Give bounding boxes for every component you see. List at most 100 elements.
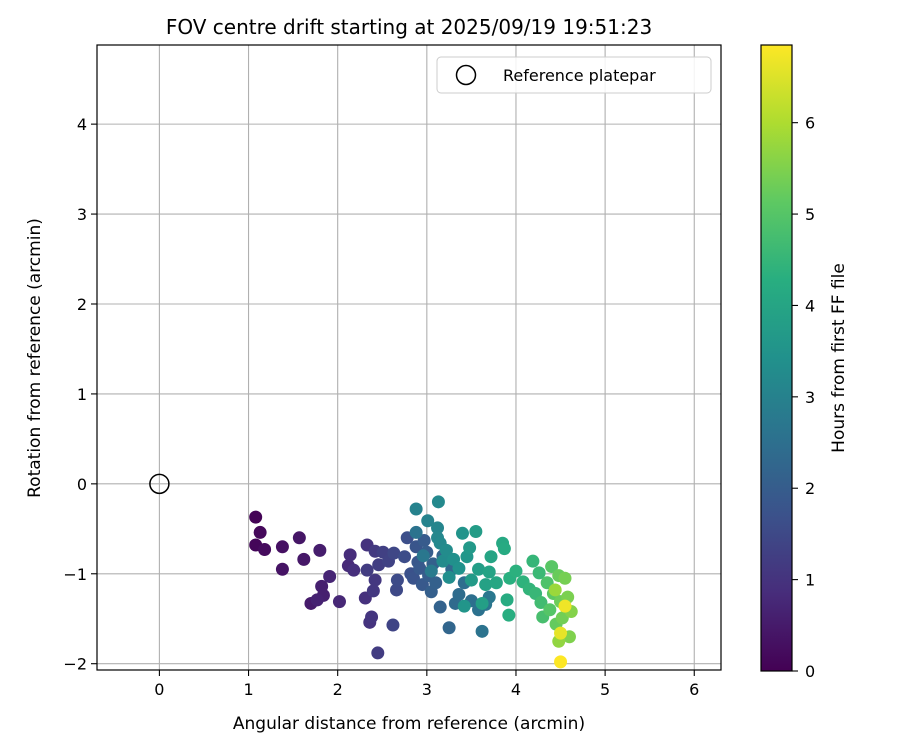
legend-box — [436, 56, 712, 94]
data-point — [421, 514, 435, 528]
data-point — [332, 595, 346, 609]
data-point — [489, 576, 503, 590]
data-point — [365, 610, 379, 624]
data-point — [463, 541, 477, 555]
data-point — [484, 550, 498, 564]
data-point — [545, 560, 559, 574]
data-point — [442, 621, 456, 635]
colorbar-ticks: 0 1 2 3 4 5 6 — [792, 114, 815, 681]
y-axis-ticks: −2 −1 0 1 2 3 4 — [63, 115, 97, 674]
data-point — [436, 554, 450, 568]
data-point — [497, 542, 511, 556]
y-tick-label: 1 — [77, 385, 87, 404]
data-point — [366, 584, 380, 598]
x-tick-label: 2 — [333, 680, 343, 699]
data-point — [464, 573, 478, 587]
x-tick-label: 0 — [154, 680, 164, 699]
data-point — [439, 543, 453, 557]
colorbar-tick-label: 1 — [805, 571, 815, 590]
data-point — [500, 593, 514, 607]
data-point — [368, 573, 382, 587]
x-tick-label: 3 — [422, 680, 432, 699]
data-point — [452, 561, 466, 575]
data-point — [548, 583, 562, 597]
data-point — [390, 583, 404, 597]
y-tick-label: 2 — [77, 295, 87, 314]
x-axis-label: Angular distance from reference (arcmin) — [233, 714, 585, 734]
x-axis-ticks: 0 1 2 3 4 5 6 — [154, 670, 699, 699]
data-point — [558, 571, 572, 585]
y-axis-label: Rotation from reference (arcmin) — [25, 218, 45, 498]
data-point — [424, 564, 438, 578]
data-point — [442, 570, 456, 584]
data-point — [398, 550, 412, 564]
data-point — [532, 566, 546, 580]
data-point — [509, 564, 523, 578]
colorbar-label: Hours from first FF file — [829, 263, 849, 453]
colorbar-tick-label: 2 — [805, 479, 815, 498]
data-point — [429, 576, 443, 590]
data-point — [347, 563, 361, 577]
data-point — [372, 558, 386, 572]
data-point — [469, 525, 483, 539]
colorbar-tick-label: 0 — [805, 662, 815, 681]
data-point — [387, 546, 401, 560]
data-point — [475, 624, 489, 638]
colorbar-tick-label: 6 — [805, 114, 815, 133]
data-point — [323, 569, 337, 583]
data-point — [275, 562, 289, 576]
plot-area-frame — [96, 44, 722, 671]
data-point — [360, 563, 374, 577]
chart-title: FOV centre drift starting at 2025/09/19 … — [166, 15, 652, 39]
data-point — [297, 552, 311, 566]
colorbar: 0 1 2 3 4 5 6 Hours from first FF file — [760, 44, 849, 681]
data-point — [409, 502, 423, 516]
data-point — [472, 562, 486, 576]
data-point — [313, 543, 327, 557]
data-point — [534, 596, 548, 610]
colorbar-gradient — [760, 44, 793, 672]
data-point — [390, 573, 404, 587]
x-tick-label: 6 — [689, 680, 699, 699]
data-point — [417, 534, 431, 548]
data-point — [413, 561, 427, 575]
data-point — [554, 655, 568, 669]
data-point — [275, 540, 289, 554]
data-point — [452, 587, 466, 601]
data-point — [433, 600, 447, 614]
data-point — [558, 599, 572, 613]
data-point — [526, 554, 540, 568]
data-point — [386, 618, 400, 632]
data-point — [457, 599, 471, 613]
x-tick-label: 4 — [511, 680, 521, 699]
colorbar-tick-label: 4 — [805, 296, 815, 315]
data-point — [249, 510, 263, 524]
y-tick-label: −2 — [63, 655, 87, 674]
data-point — [554, 626, 568, 640]
colorbar-tick-label: 3 — [805, 388, 815, 407]
reference-platepar-marker — [149, 473, 170, 495]
legend: Reference platepar — [436, 56, 712, 94]
data-point — [343, 548, 357, 562]
data-point — [292, 531, 306, 545]
x-tick-label: 1 — [243, 680, 253, 699]
data-point — [479, 578, 493, 592]
data-point — [409, 525, 423, 539]
data-point — [502, 608, 516, 622]
data-point — [310, 593, 324, 607]
y-tick-label: 4 — [77, 115, 87, 134]
reference-marker-layer — [149, 473, 170, 495]
y-tick-label: 0 — [77, 475, 87, 494]
data-points — [249, 495, 578, 669]
legend-entry-reference-platepar: Reference platepar — [503, 66, 656, 85]
data-point — [431, 521, 445, 535]
data-point — [543, 603, 557, 617]
colorbar-tick-label: 5 — [805, 205, 815, 224]
grid-lines — [97, 45, 721, 670]
x-tick-label: 5 — [600, 680, 610, 699]
data-point — [482, 565, 496, 579]
y-tick-label: −1 — [63, 565, 87, 584]
data-point — [253, 525, 267, 539]
data-point — [258, 542, 272, 556]
data-point — [431, 495, 445, 509]
